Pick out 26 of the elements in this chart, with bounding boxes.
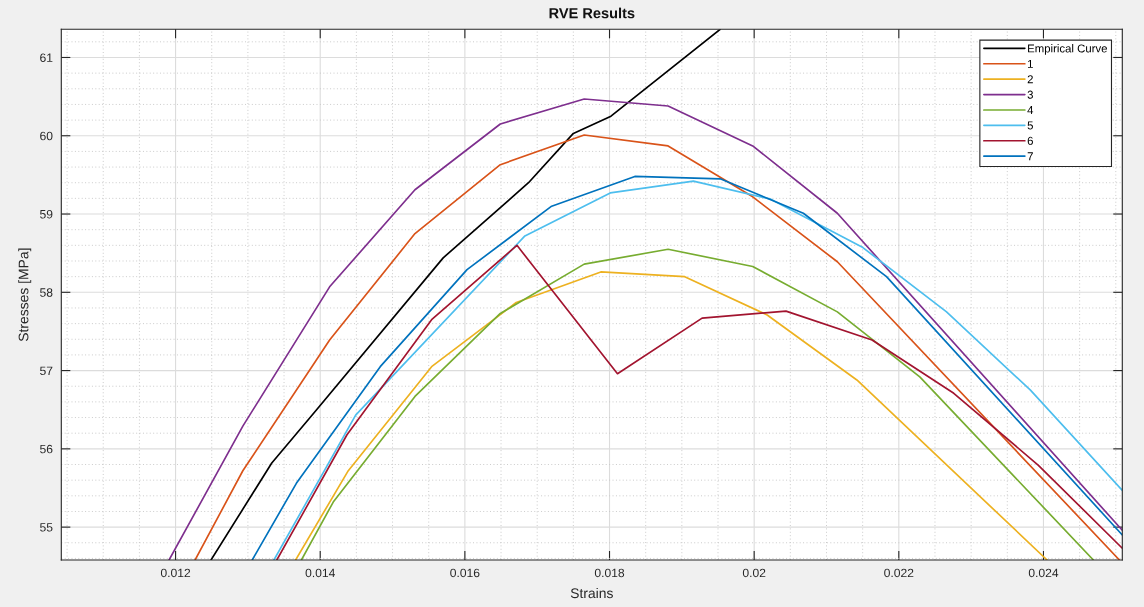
y-tick-label: 61 — [40, 53, 53, 62]
line-series — [210, 29, 722, 560]
chart-title: RVE Results — [549, 7, 635, 19]
y-tick-label: 58 — [40, 288, 53, 297]
x-tick-label: 0.022 — [884, 568, 914, 578]
legend-label: 6 — [1027, 136, 1033, 145]
x-tick-label: 0.02 — [742, 568, 766, 578]
x-tick-label: 0.024 — [1028, 568, 1059, 578]
legend-label: 4 — [1027, 106, 1034, 114]
y-axis-title: Stresses [MPa] — [18, 248, 32, 342]
y-tick-label: 55 — [40, 523, 53, 532]
x-tick-label: 0.018 — [594, 568, 625, 578]
x-tick-label: 0.016 — [450, 568, 480, 578]
legend-label: 3 — [1027, 90, 1033, 99]
legend-label: Empirical Curve — [1028, 44, 1107, 55]
y-tick-label: 60 — [40, 131, 53, 141]
y-tick-label: 59 — [40, 209, 53, 219]
x-axis-title: Strains — [570, 587, 613, 599]
x-tick-label: 0.014 — [305, 568, 335, 578]
legend-label: 2 — [1027, 75, 1033, 84]
y-tick-label: 57 — [40, 366, 53, 376]
y-tick-label: 56 — [40, 444, 53, 454]
x-tick-label: 0.012 — [160, 568, 191, 578]
legend-label: 1 — [1027, 59, 1033, 68]
legend-label: 7 — [1027, 152, 1033, 161]
legend-label: 5 — [1027, 121, 1033, 130]
